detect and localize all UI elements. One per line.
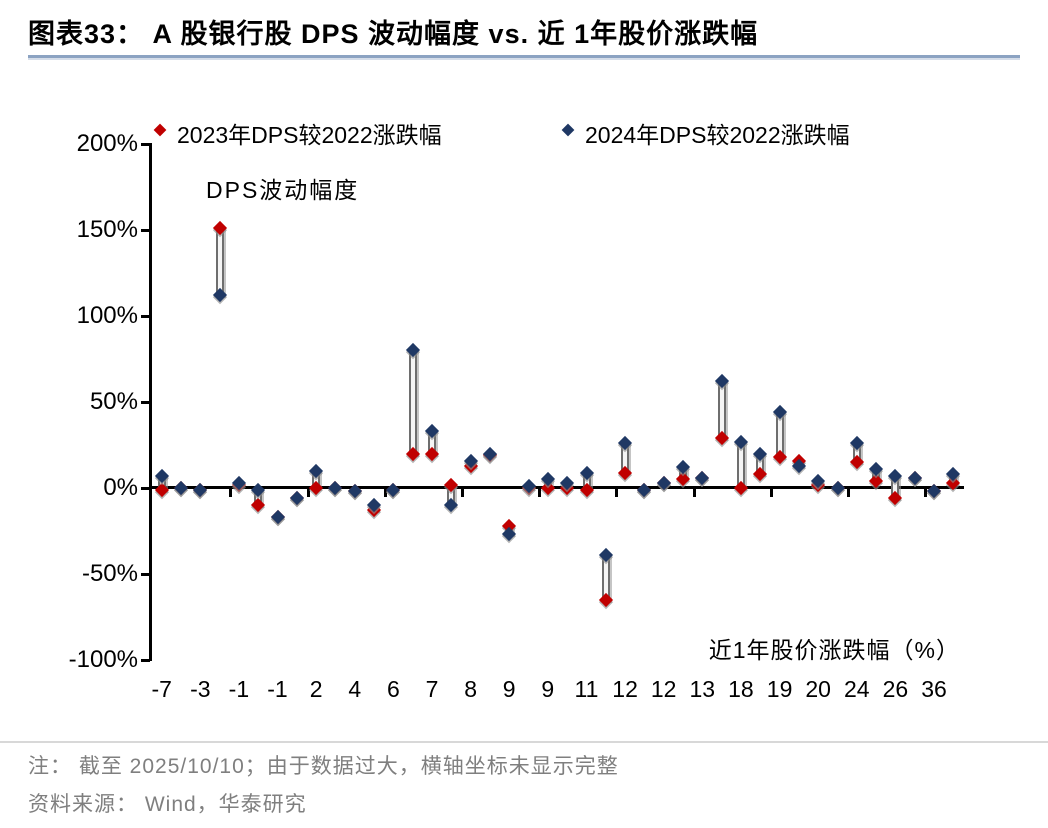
data-point-2024 — [482, 446, 497, 461]
y-tick-label: -50% — [81, 560, 138, 587]
figure-title: 图表33： A 股银行股 DPS 波动幅度 vs. 近 1年股价涨跌幅 — [28, 19, 759, 49]
note-text: 注： 截至 2025/10/10；由于数据过大，横轴坐标未显示完整 — [28, 755, 619, 778]
y-tick-label: -100% — [68, 646, 138, 673]
x-tick-label: 4 — [348, 676, 362, 702]
x-tick-label: 6 — [386, 676, 400, 702]
x-axis-title: 近1年股价涨跌幅（%） — [708, 637, 960, 663]
legend-label-2024: 2024年DPS较2022涨跌幅 — [585, 122, 850, 148]
data-point-2024 — [173, 480, 189, 496]
x-tick — [229, 489, 233, 497]
y-tick-label: 100% — [76, 302, 138, 329]
data-point-2024 — [907, 470, 922, 485]
data-point-2024 — [328, 480, 343, 496]
x-tick — [538, 489, 542, 497]
x-tick — [924, 489, 928, 497]
y-tick — [141, 229, 150, 232]
x-tick-label: 36 — [921, 676, 947, 702]
x-tick-label: 8 — [464, 676, 477, 702]
data-point-2024 — [193, 482, 208, 497]
y-axis-line — [149, 143, 152, 661]
x-tick-label: 2 — [309, 676, 323, 702]
legend-marker-2023-icon — [153, 123, 167, 137]
x-tick-label: 11 — [574, 676, 599, 702]
x-tick-label: 18 — [728, 676, 754, 702]
x-tick — [306, 489, 310, 497]
notes-divider — [0, 741, 1048, 743]
data-point-2024 — [270, 510, 285, 525]
hilo-connector — [408, 348, 417, 456]
legend-label-2023: 2023年DPS较2022涨跌幅 — [177, 122, 442, 148]
y-tick-label: 50% — [89, 388, 138, 415]
y-tick-label: 0% — [103, 474, 138, 501]
x-tick-label: 12 — [612, 676, 638, 702]
y-tick — [141, 143, 150, 146]
x-tick-label: -1 — [267, 676, 288, 702]
x-tick — [461, 489, 464, 497]
x-axis-line — [149, 486, 964, 489]
x-tick-label: 9 — [502, 676, 516, 702]
data-point-2024 — [637, 482, 652, 497]
legend-marker-2024-icon — [561, 123, 575, 137]
x-tick-label: -3 — [190, 676, 211, 702]
x-tick — [847, 489, 851, 497]
x-tick — [383, 489, 387, 497]
x-tick — [615, 489, 619, 497]
y-tick — [141, 401, 150, 404]
x-tick-label: 7 — [425, 676, 439, 702]
source-text: 资料来源： Wind，华泰研究 — [28, 793, 307, 816]
x-tick-label: 20 — [805, 676, 831, 702]
data-point-2024 — [521, 479, 536, 494]
x-tick — [769, 489, 773, 497]
y-tick — [141, 487, 150, 490]
y-tick-label: 200% — [76, 130, 138, 157]
data-point-2024 — [289, 491, 304, 506]
data-point-2024 — [386, 482, 401, 497]
x-tick-label: 19 — [766, 676, 793, 702]
x-tick-label: 24 — [844, 676, 870, 702]
x-tick-label: -1 — [228, 676, 250, 702]
data-point-2024 — [830, 480, 845, 496]
data-point-2024 — [695, 470, 710, 485]
y-tick — [141, 573, 150, 576]
x-tick-label: -7 — [151, 676, 172, 702]
x-tick-label: 26 — [882, 676, 909, 702]
x-tick-label: 9 — [541, 676, 555, 702]
title-divider — [28, 55, 1020, 60]
x-tick-label: 12 — [650, 676, 677, 702]
annotation-dps-volatility: DPS波动幅度 — [206, 177, 360, 203]
x-tick — [692, 489, 696, 497]
x-tick-label: 13 — [689, 676, 716, 702]
y-tick — [141, 315, 150, 318]
y-tick — [141, 659, 150, 662]
y-tick-label: 150% — [76, 216, 138, 243]
